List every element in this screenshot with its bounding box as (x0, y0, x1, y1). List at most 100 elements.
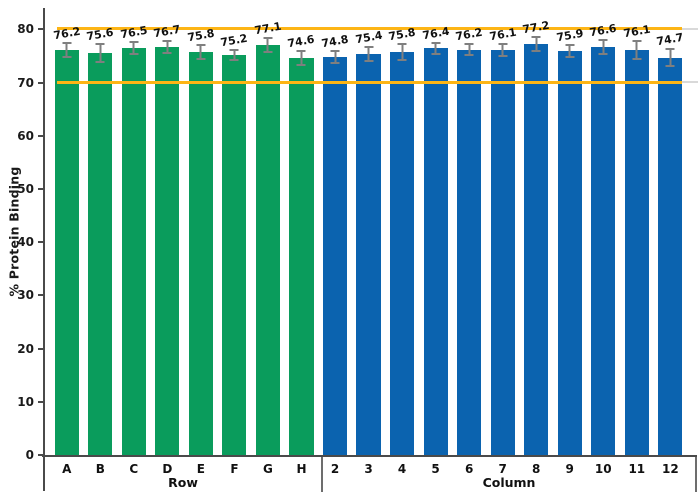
bar-value-label: 77.2 (521, 18, 551, 37)
error-bar-stem (233, 48, 236, 61)
error-bar-cap-top (196, 43, 206, 46)
y-tick-mark (38, 28, 44, 31)
error-bar-stem (401, 42, 404, 61)
reference-line-80 (57, 27, 682, 31)
group-label-row: Row (168, 475, 198, 490)
error-bar (263, 36, 273, 53)
y-tick-mark (38, 187, 44, 190)
error-bar-cap-top (162, 39, 172, 42)
x-tick-label-5: 5 (431, 462, 440, 476)
error-bar-cap-top (397, 42, 407, 45)
error-bar-cap-top (498, 43, 508, 46)
bar-cell-3: 75.4 3 (352, 8, 386, 476)
bar-cell-9: 75.9 9 (553, 8, 587, 476)
bar-value-label: 76.6 (588, 22, 618, 40)
error-bar-cap-bottom (330, 61, 340, 64)
error-bar-cap-top (129, 41, 139, 44)
bar-value-label: 74.7 (655, 31, 685, 49)
x-tick-label-10: 10 (594, 462, 612, 476)
bar-cell-10: 76.6 10 (587, 8, 621, 476)
y-tick-label: 60 (17, 128, 34, 143)
error-bar-stem (166, 39, 169, 54)
bar-cell-F: 75.2 F (218, 8, 252, 476)
error-bar (464, 42, 474, 57)
bar-cell-D: 76.7 D (151, 8, 185, 476)
error-bar-stem (602, 39, 605, 56)
group-label-column: Column (482, 475, 536, 490)
y-tick-label: 10 (17, 394, 34, 409)
y-tick-label: 50 (17, 181, 34, 196)
plot-area: 76.2 A 75.6 B 76.5 C 76.7 D 75.8 E 75.2 F 77.1 G 74.6 H… (45, 8, 698, 476)
error-bar-cap-top (95, 42, 105, 45)
error-bar-stem (468, 42, 471, 57)
bar-cell-B: 75.6 B (84, 8, 118, 476)
error-bar-cap-top (565, 44, 575, 47)
bar-cell-E: 75.8 E (184, 8, 218, 476)
error-bar-cap-bottom (397, 58, 407, 61)
error-bar-cap-top (464, 42, 474, 45)
error-bar-stem (199, 43, 202, 60)
error-bar-cap-bottom (196, 57, 206, 60)
error-bar-cap-top (62, 41, 72, 44)
error-bar-stem (669, 48, 672, 67)
bar-cell-6: 76.2 6 (452, 8, 486, 476)
error-bar-cap-bottom (95, 60, 105, 63)
bar-3 (356, 53, 381, 455)
bar-F (222, 54, 247, 455)
x-tick-label-3: 3 (364, 462, 373, 476)
error-bar-cap-bottom (263, 50, 273, 53)
x-tick-label-F: F (230, 462, 239, 476)
error-bar-cap-top (229, 48, 239, 51)
error-bar (531, 36, 541, 53)
y-tick-label: 0 (25, 448, 34, 462)
y-tick-label: 80 (17, 22, 34, 37)
x-tick-label-9: 9 (565, 462, 574, 476)
bar-H (289, 58, 314, 455)
error-bar-stem (99, 42, 102, 63)
error-bar (95, 42, 105, 63)
bar-4 (390, 51, 415, 455)
error-bar-cap-bottom (598, 53, 608, 56)
error-bar (229, 48, 239, 61)
error-bar-stem (635, 39, 638, 61)
group-divider-middle (321, 457, 323, 492)
bar-cell-A: 76.2 A (50, 8, 84, 476)
error-bar-cap-bottom (665, 64, 675, 67)
error-bar (162, 39, 172, 54)
y-tick-mark (38, 81, 44, 84)
error-bar (196, 43, 206, 60)
error-bar (665, 48, 675, 67)
bar-cell-H: 74.6 H (285, 8, 319, 476)
bar-11 (624, 50, 649, 455)
error-bar (364, 45, 374, 62)
error-bar (296, 50, 306, 67)
y-tick-label: 30 (17, 288, 34, 303)
x-tick-label-G: G (263, 462, 273, 476)
error-bar-cap-bottom (531, 50, 541, 53)
error-bar (498, 43, 508, 57)
bar-10 (591, 47, 616, 455)
bar-value-label: 77.1 (253, 19, 283, 38)
error-bar (598, 39, 608, 56)
error-bar-stem (367, 45, 370, 62)
x-tick-label-4: 4 (397, 462, 407, 476)
reference-line-extension (682, 27, 698, 30)
bar-A (54, 49, 79, 455)
bar-9 (557, 51, 582, 455)
bar-2 (322, 56, 348, 455)
error-bar-stem (266, 36, 269, 53)
bar-12 (658, 57, 683, 455)
y-axis: 0 10 20 30 40 50 60 70 80 (0, 8, 45, 462)
bar-cell-7: 76.1 7 (486, 8, 520, 476)
y-tick-mark (38, 241, 44, 244)
error-bar-cap-top (632, 39, 642, 42)
bars-container: 76.2 A 75.6 B 76.5 C 76.7 D 75.8 E 75.2 F 77.1 G 74.6 H… (50, 8, 687, 476)
y-tick-mark (38, 454, 44, 456)
bar-cell-8: 77.2 8 (519, 8, 553, 476)
error-bar-cap-top (431, 41, 441, 44)
error-bar-cap-bottom (62, 55, 72, 58)
error-bar-stem (501, 43, 504, 57)
x-axis-line (42, 455, 697, 457)
y-tick-label: 70 (17, 75, 34, 90)
error-bar-cap-top (598, 39, 608, 42)
